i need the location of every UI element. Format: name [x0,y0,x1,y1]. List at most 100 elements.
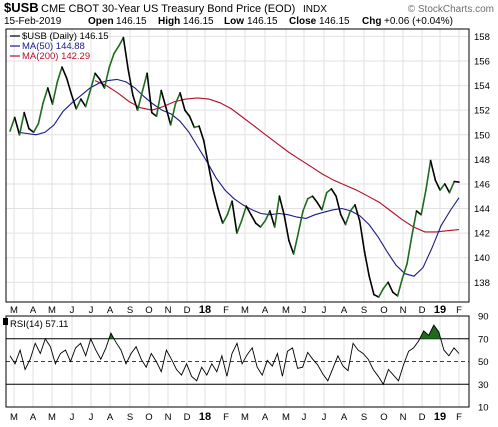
price-segment [9,116,16,132]
price-segment [117,36,125,48]
price-segment [245,205,252,216]
price-segment [28,127,35,134]
price-x-tick-label: 19 [434,304,446,316]
price-segment [188,115,196,129]
price-y-tick-label: 154 [474,81,490,92]
price-segment [179,92,186,111]
price-panel-bg [6,29,469,302]
price-segment [240,205,248,222]
price-segment [283,213,290,242]
price-y-tick-label: 144 [474,204,490,215]
price-segment [212,189,219,210]
rsi-panel-border [5,315,470,408]
price-x-tick-label: D [184,305,191,316]
price-segment [160,89,167,109]
price-x-tick-label: M [241,305,249,316]
rsi-x-axis: M A M J J A S O N D 18 F M A M J J A S O N D 19 F [10,411,462,423]
price-segment [410,210,418,238]
price-segment [368,275,375,296]
price-segment [217,207,224,225]
symbol-label: $USB [4,0,39,15]
price-segment [420,189,427,216]
price-segment [32,122,40,134]
price-segment [42,87,49,104]
price-segment [132,94,139,111]
rsi-x-tick-label: S [361,412,367,423]
price-x-tick-label: O [380,305,387,316]
price-segment [297,210,304,234]
high-label: High [158,16,180,27]
price-x-tick-label: A [341,305,348,316]
price-segment [80,98,87,108]
rsi-y-tick-label: 50 [478,357,489,368]
rsi-x-tick-label: 19 [434,411,446,423]
price-segment [321,191,328,211]
price-grid [6,29,469,302]
price-segment [146,72,153,114]
rsi-x-tick-label: D [419,412,426,423]
exchange-label: INDX [303,4,327,15]
price-segment [269,210,276,228]
price-y-tick-label: 156 [474,56,490,67]
price-segment [425,159,432,191]
price-segment [354,204,361,222]
price-y-tick-label: 138 [474,278,490,289]
rsi-y-tick-label: 30 [478,380,489,391]
price-segment [288,239,295,255]
legend-ma50: MA(50) 144.88 [22,41,85,52]
price-segment [108,52,115,68]
rsi-x-tick-label: M [48,412,56,423]
rsi-x-tick-label: A [341,412,348,423]
price-panel-border [5,28,470,303]
price-y-axis: 138 140 142 144 146 148 150 152 154 156 158 [474,32,490,289]
price-x-tick-label: N [400,305,407,316]
price-segment [401,263,408,280]
price-x-tick-label: 18 [199,304,211,316]
price-segment [448,180,456,194]
price-x-axis: M A M J J A S O N D 18 F M A M J J A S O N D 19 F [10,304,462,316]
price-segment [99,78,106,89]
date-label: 15-Feb-2019 [4,16,62,27]
copyright-label[interactable]: © StockCharts.com [408,4,494,15]
rsi-x-tick-label: D [184,412,191,423]
high-value: 146.15 [183,16,214,27]
price-segment [155,89,162,118]
rsi-x-tick-label: N [165,412,172,423]
rsi-legend-marker [3,318,8,325]
open-value: 146.15 [116,16,147,27]
price-y-tick-label: 152 [474,106,490,117]
price-segment [193,125,200,129]
price-segment [292,232,300,255]
price-segment [387,281,394,294]
price-segment [18,111,26,136]
rsi-y-tick-label: 70 [478,334,489,345]
price-segment [94,72,101,81]
rsi-x-tick-label: M [241,412,249,423]
price-segment [127,68,134,97]
price-segment [349,204,356,212]
close-label: Close [289,16,317,27]
rsi-y-tick-label: 90 [478,312,489,323]
price-segment [391,291,399,297]
price-y-tick-label: 140 [474,253,490,264]
price-x-tick-label: O [145,305,152,316]
price-segment [113,45,120,55]
price-segment [439,183,446,191]
price-segment [89,72,96,92]
price-x-tick-label: F [456,305,462,316]
price-segment [203,140,210,167]
price-segment [434,179,441,191]
rsi-x-tick-label: A [30,412,37,423]
price-x-tick-label: F [223,305,229,316]
rsi-x-tick-label: J [302,412,307,423]
price-x-tick-label: J [70,305,75,316]
price-segment [46,87,54,105]
price-segment [236,220,243,234]
price-x-tick-label: N [165,305,172,316]
price-segment [382,281,389,290]
price-segment [344,210,352,226]
price-segment [335,195,342,216]
price-segment [198,125,205,142]
